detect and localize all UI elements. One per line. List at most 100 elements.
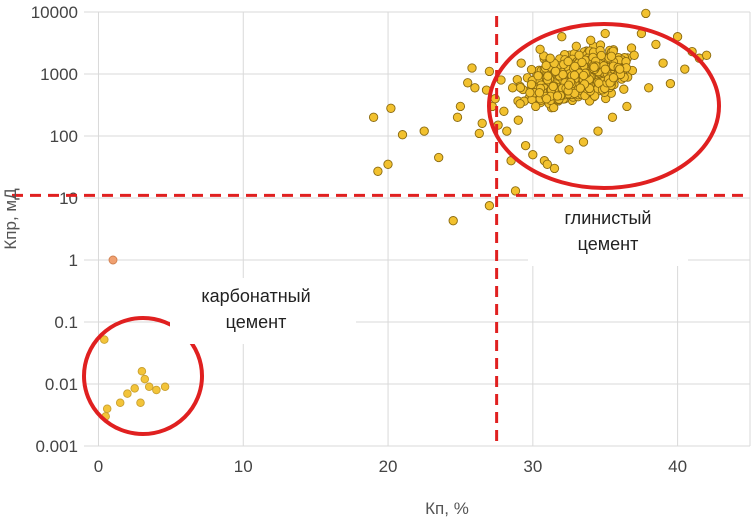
data-point [484, 66, 495, 77]
x-tick-label: 10 [234, 457, 253, 476]
data-point [136, 398, 145, 407]
data-point [665, 78, 676, 89]
carbonate-cement-label: карбонатный [201, 286, 310, 306]
data-point [383, 159, 393, 169]
y-tick-label: 10000 [31, 3, 78, 22]
data-point [528, 150, 538, 160]
data-point [570, 61, 580, 72]
data-point [152, 385, 161, 395]
data-point [600, 28, 610, 39]
x-tick-label: 30 [523, 457, 542, 476]
data-point [596, 50, 606, 61]
data-point [123, 389, 132, 398]
threshold-lines [12, 16, 750, 448]
data-point [507, 83, 518, 93]
data-point [516, 58, 526, 68]
data-point [557, 32, 567, 42]
data-point [455, 101, 466, 112]
data-point [448, 216, 458, 226]
y-tick-label: 0.001 [35, 437, 78, 456]
data-point [100, 335, 109, 344]
data-point [140, 374, 150, 384]
data-point [607, 112, 618, 122]
data-point [452, 112, 463, 122]
data-points [100, 8, 712, 421]
data-point [658, 58, 668, 68]
clay-cement-label: глинистый [565, 208, 652, 228]
data-point [644, 83, 654, 93]
data-point [160, 382, 170, 392]
y-tick-label: 100 [50, 127, 78, 146]
data-point [563, 56, 573, 67]
data-point [619, 84, 629, 94]
data-point [549, 163, 560, 174]
data-point [397, 130, 408, 140]
data-point [502, 126, 512, 136]
data-point [535, 44, 545, 54]
data-point [526, 64, 537, 75]
x-tick-label: 40 [668, 457, 687, 476]
carbonate-cement-label-box [170, 278, 356, 344]
data-point [571, 41, 581, 51]
annotations: глинистый цемент карбонатный цемент [170, 200, 688, 344]
highlight-ellipses [82, 22, 721, 436]
data-point [526, 79, 537, 90]
clay-cement-label: цемент [578, 234, 639, 254]
data-point [137, 367, 147, 376]
data-point [499, 106, 509, 116]
x-tick-label: 0 [94, 457, 103, 476]
data-point [629, 50, 639, 60]
data-point [130, 384, 139, 393]
data-point [622, 101, 632, 112]
data-point [470, 83, 480, 93]
data-point [467, 63, 477, 73]
y-tick-label: 10 [59, 189, 78, 208]
data-point [373, 166, 383, 176]
carbonate-cement-label: цемент [226, 312, 287, 332]
data-point [108, 255, 118, 265]
data-point [484, 201, 495, 211]
x-axis-title: Кп, % [425, 499, 469, 518]
data-point [615, 64, 625, 74]
data-point [520, 140, 531, 151]
data-point [569, 70, 580, 80]
data-point [474, 128, 484, 139]
data-point [578, 137, 589, 147]
y-tick-label: 1000 [40, 65, 78, 84]
data-point [545, 53, 555, 63]
data-point [513, 115, 523, 125]
data-point [463, 78, 473, 88]
data-point [477, 118, 487, 128]
data-point [586, 35, 596, 45]
y-tick-label: 1 [69, 251, 78, 270]
data-point [515, 99, 525, 109]
axis-tick-labels: 0.001 0.01 0.1 1 10 100 1000 10000 0 10 20 30 40 [31, 3, 687, 476]
y-tick-label: 0.1 [54, 313, 78, 332]
data-point [701, 50, 712, 60]
data-point [102, 404, 112, 413]
data-point [434, 152, 444, 163]
data-point [608, 73, 619, 83]
data-point [575, 83, 585, 93]
data-point [525, 88, 535, 98]
data-point [564, 145, 574, 155]
data-point [600, 64, 610, 74]
data-point [386, 103, 396, 113]
clay-cluster-ellipse [487, 22, 721, 190]
clay-cement-label-box [528, 200, 688, 266]
data-point [552, 91, 563, 101]
data-point [641, 8, 651, 19]
data-point [558, 69, 568, 80]
data-point [680, 64, 690, 74]
data-point [533, 71, 543, 81]
data-point [593, 126, 603, 136]
data-point [368, 112, 379, 122]
x-tick-label: 20 [379, 457, 398, 476]
data-point [543, 71, 553, 81]
data-point [534, 88, 545, 98]
data-point [115, 398, 125, 407]
data-point [578, 70, 589, 81]
data-point [651, 39, 661, 50]
data-point [589, 62, 599, 72]
